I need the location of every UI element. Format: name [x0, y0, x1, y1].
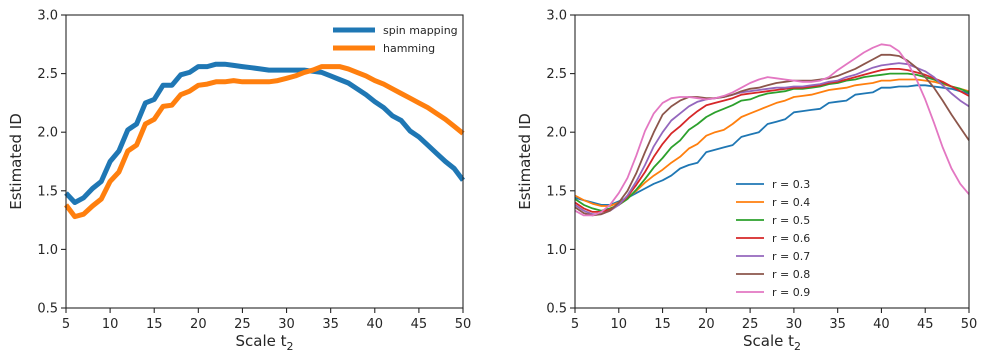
x-tick-label: 45 — [917, 317, 934, 332]
x-tick-label: 35 — [829, 317, 846, 332]
x-tick-label: 10 — [102, 317, 119, 332]
plot-frame — [65, 14, 464, 309]
legend-label: r = 0.5 — [772, 214, 810, 227]
legend-label: r = 0.9 — [772, 286, 810, 299]
x-tick-label: 35 — [322, 317, 339, 332]
series-line-hamming — [64, 64, 465, 220]
y-tick-label: 2.0 — [37, 126, 58, 141]
x-tick-label: 40 — [367, 317, 384, 332]
x-tick-label: 20 — [698, 317, 715, 332]
y-tick-label: 3.0 — [37, 9, 58, 24]
legend: r = 0.3 r = 0.4 r = 0.5 r = 0.6 r = 0.7 r = 0… — [736, 178, 810, 299]
x-tick-label: 20 — [190, 317, 207, 332]
right-chart: 5 10 15 20 25 30 35 40 45 50 0.5 1.0 1.5 2.0 2.5 3.0 Sca… — [516, 9, 977, 354]
x-tick-label: 10 — [611, 317, 628, 332]
legend: spin mapping hamming — [333, 24, 458, 55]
y-tick-label: 3.0 — [546, 9, 567, 24]
y-axis-label: Estimated ID — [516, 113, 534, 210]
left-chart: 5 10 15 20 25 30 35 40 45 50 0.5 1.0 1.5 2.0 2.5 3.0 Sca… — [7, 9, 471, 354]
series-line-r-0-6 — [574, 68, 970, 213]
x-tick-label: 25 — [742, 317, 759, 332]
legend-label: r = 0.4 — [772, 196, 810, 209]
y-tick-label: 0.5 — [546, 302, 567, 317]
series-line-r-0-7 — [574, 62, 970, 216]
x-tick-label: 50 — [961, 317, 978, 332]
y-tick-label: 1.5 — [37, 184, 58, 199]
x-axis-label: Scale t2 — [235, 332, 293, 353]
legend-label: r = 0.6 — [772, 232, 810, 245]
y-tick-label: 1.5 — [546, 184, 567, 199]
x-tick-label: 15 — [146, 317, 163, 332]
legend-label: hamming — [383, 42, 435, 55]
plot-frame — [574, 14, 970, 309]
x-tick-label: 30 — [278, 317, 295, 332]
y-axis-label: Estimated ID — [7, 113, 25, 210]
legend-label: r = 0.8 — [772, 268, 810, 281]
x-axis-label: Scale t2 — [743, 332, 801, 353]
y-tick-label: 2.5 — [546, 67, 567, 82]
legend-label: r = 0.7 — [772, 250, 810, 263]
y-tick-label: 1.0 — [37, 243, 58, 258]
legend-label: r = 0.3 — [772, 178, 810, 191]
x-tick-label: 45 — [411, 317, 428, 332]
x-tick-label: 15 — [654, 317, 671, 332]
series-line-r-0-4 — [574, 78, 970, 207]
series-line-spin-mapping — [64, 61, 466, 205]
x-tick-label: 5 — [571, 317, 579, 332]
x-tick-label: 40 — [873, 317, 890, 332]
series-line-r-0-9 — [574, 43, 970, 217]
legend-label: spin mapping — [383, 24, 458, 37]
x-tick-label: 25 — [234, 317, 251, 332]
x-tick-label: 5 — [62, 317, 70, 332]
y-tick-label: 2.0 — [546, 126, 567, 141]
x-tick-label: 30 — [786, 317, 803, 332]
y-tick-label: 2.5 — [37, 67, 58, 82]
series-line-r-0-3 — [574, 84, 970, 206]
y-tick-label: 0.5 — [37, 302, 58, 317]
series-line-r-0-5 — [574, 72, 970, 212]
y-tick-label: 1.0 — [546, 243, 567, 258]
x-tick-label: 50 — [455, 317, 472, 332]
